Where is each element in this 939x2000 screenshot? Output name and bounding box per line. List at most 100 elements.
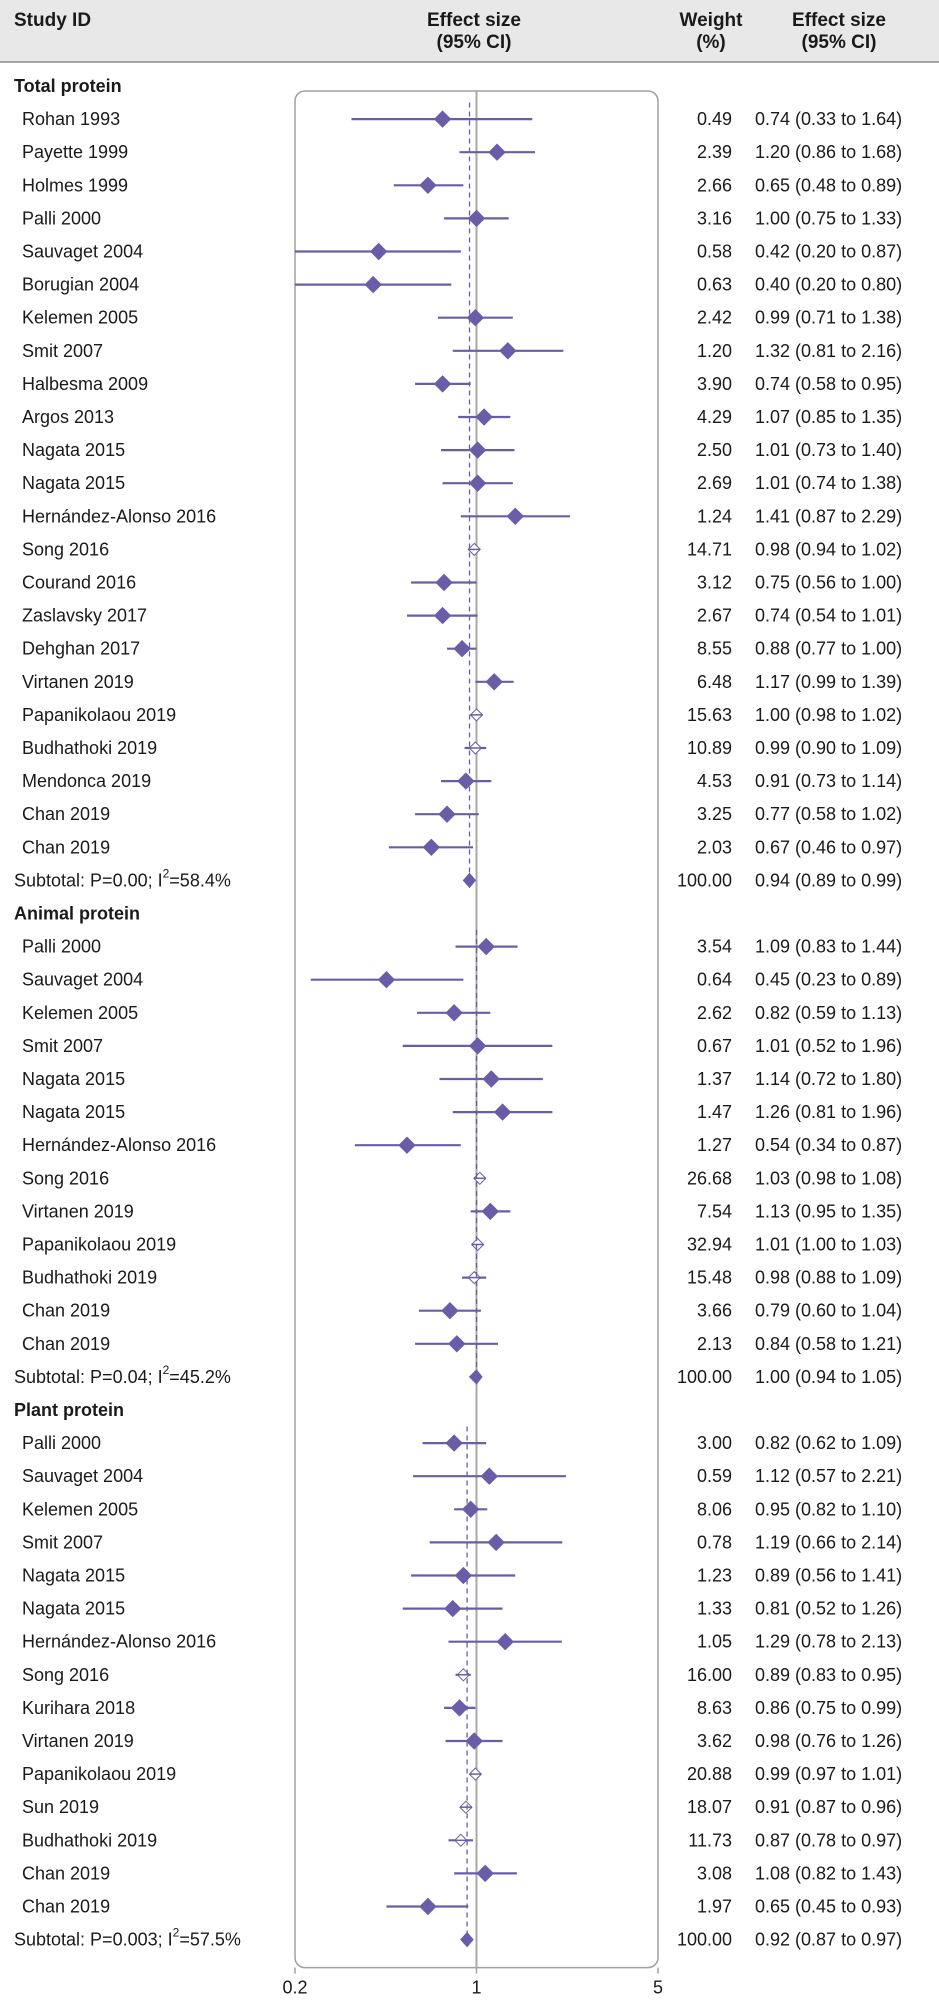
weight-value: 2.42: [697, 308, 732, 328]
weight-value: 8.63: [697, 1698, 732, 1718]
effect-ci-text: 1.08 (0.82 to 1.43): [755, 1863, 902, 1883]
effect-ci-text: 0.84 (0.58 to 1.21): [755, 1334, 902, 1354]
point-estimate-marker: [419, 176, 437, 195]
effect-ci-text: 0.74 (0.58 to 0.95): [755, 374, 902, 394]
group-heading: Plant protein: [14, 1400, 124, 1420]
weight-value: 2.67: [697, 606, 732, 626]
weight-value: 6.48: [697, 672, 732, 692]
point-estimate-marker: [364, 275, 382, 294]
effect-size-header-line2: (95% CI): [436, 32, 512, 53]
study-label: Nagata 2015: [22, 1599, 125, 1619]
study-label: Halbesma 2009: [22, 374, 148, 394]
point-estimate-marker: [398, 1136, 416, 1154]
study-label: Budhathoki 2019: [22, 1830, 157, 1850]
study-label: Payette 1999: [22, 142, 128, 162]
effect-ci-text: 0.54 (0.34 to 0.87): [755, 1135, 902, 1155]
study-label: Mendonca 2019: [22, 771, 151, 791]
weight-value: 3.25: [697, 804, 732, 824]
effect-ci-text: 0.88 (0.77 to 1.00): [755, 639, 902, 659]
point-estimate-marker: [435, 573, 453, 592]
effect-ci-text: 1.32 (0.81 to 2.16): [755, 341, 902, 361]
subtotal-weight: 100.00: [677, 1367, 732, 1387]
study-label: Hernández-Alonso 2016: [22, 1135, 216, 1155]
weight-value: 2.66: [697, 175, 732, 195]
subtotal-ci-text: 1.00 (0.94 to 1.05): [755, 1367, 902, 1387]
weight-value: 16.00: [687, 1665, 732, 1685]
study-label: Chan 2019: [22, 804, 110, 824]
point-estimate-marker: [496, 1632, 514, 1651]
study-id-header-text: Study ID: [14, 10, 92, 31]
point-estimate-marker: [493, 1103, 512, 1121]
point-estimate-marker: [506, 507, 524, 526]
effect-ci-text: 1.41 (0.87 to 2.29): [755, 506, 902, 526]
weight-value: 2.03: [697, 837, 732, 857]
study-id-header: Study ID: [14, 10, 91, 32]
subtotal-label: Subtotal: P=0.00; I2=58.4%: [14, 866, 231, 890]
weight-value: 20.88: [687, 1764, 732, 1784]
effect-ci-text: 0.67 (0.46 to 0.97): [755, 837, 902, 857]
weight-header: Weight (%): [680, 10, 743, 54]
weight-value: 1.37: [697, 1069, 732, 1089]
subtotal-diamond: [460, 1931, 474, 1948]
weight-value: 1.24: [697, 506, 732, 526]
effect-ci-text: 0.95 (0.82 to 1.10): [755, 1499, 902, 1519]
subtotal-weight: 100.00: [677, 870, 732, 890]
study-label: Nagata 2015: [22, 440, 125, 460]
weight-value: 0.78: [697, 1532, 732, 1552]
point-estimate-marker: [482, 1070, 500, 1088]
effect-ci-text: 0.81 (0.52 to 1.26): [755, 1599, 902, 1619]
effect-ci-text: 1.09 (0.83 to 1.44): [755, 937, 902, 957]
subtotal-ci-text: 0.92 (0.87 to 0.97): [755, 1930, 902, 1950]
point-estimate-marker: [450, 1699, 469, 1717]
subtotal-weight: 100.00: [677, 1930, 732, 1950]
point-estimate-marker: [433, 606, 452, 625]
study-label: Sun 2019: [22, 1797, 99, 1817]
study-label: Chan 2019: [22, 837, 110, 857]
weight-value: 1.27: [697, 1135, 732, 1155]
group-heading: Animal protein: [14, 904, 140, 924]
point-estimate-marker: [499, 342, 517, 360]
study-label: Chan 2019: [22, 1897, 110, 1917]
point-estimate-marker: [468, 474, 487, 492]
study-label: Papanikolaou 2019: [22, 1235, 176, 1255]
weight-value: 0.59: [697, 1466, 732, 1486]
study-label: Courand 2016: [22, 573, 136, 593]
effect-ci-text: 1.20 (0.86 to 1.68): [755, 142, 902, 162]
effect-ci-text: 0.99 (0.97 to 1.01): [755, 1764, 902, 1784]
effect-ci-text: 0.65 (0.45 to 0.93): [755, 1897, 902, 1917]
weight-value: 4.53: [697, 771, 732, 791]
effect-ci-text: 1.00 (0.75 to 1.33): [755, 208, 902, 228]
point-estimate-marker: [438, 805, 456, 823]
point-estimate-marker: [422, 838, 441, 857]
group-heading: Total protein: [14, 76, 122, 96]
ci-header-line1: Effect size: [792, 10, 886, 31]
study-label: Palli 2000: [22, 1433, 101, 1453]
effect-ci-text: 1.13 (0.95 to 1.35): [755, 1201, 902, 1221]
weight-value: 3.12: [697, 573, 732, 593]
study-label: Nagata 2015: [22, 1102, 125, 1122]
study-label: Chan 2019: [22, 1334, 110, 1354]
weight-value: 1.33: [697, 1599, 732, 1619]
point-estimate-marker: [477, 937, 495, 956]
effect-ci-text: 0.82 (0.62 to 1.09): [755, 1433, 902, 1453]
effect-ci-text: 0.87 (0.78 to 0.97): [755, 1830, 902, 1850]
weight-value: 0.67: [697, 1036, 732, 1056]
weight-value: 8.55: [697, 639, 732, 659]
weight-value: 1.05: [697, 1632, 732, 1652]
study-label: Virtanen 2019: [22, 1201, 134, 1221]
point-estimate-marker: [476, 1864, 494, 1883]
point-estimate-marker: [467, 209, 486, 228]
table-header: Study ID Effect size (95% CI) Weight (%)…: [0, 0, 939, 62]
study-label: Virtanen 2019: [22, 1731, 134, 1751]
weight-value: 32.94: [687, 1235, 732, 1255]
weight-value: 14.71: [687, 539, 732, 559]
effect-ci-text: 0.98 (0.76 to 1.26): [755, 1731, 902, 1751]
effect-ci-text: 0.89 (0.56 to 1.41): [755, 1566, 902, 1586]
weight-value: 8.06: [697, 1499, 732, 1519]
point-estimate-marker: [468, 1037, 487, 1055]
subtotal-diamond: [468, 1369, 483, 1385]
point-estimate-marker: [465, 1732, 483, 1750]
weight-value: 1.97: [697, 1897, 732, 1917]
effect-ci-text: 0.79 (0.60 to 1.04): [755, 1301, 902, 1321]
